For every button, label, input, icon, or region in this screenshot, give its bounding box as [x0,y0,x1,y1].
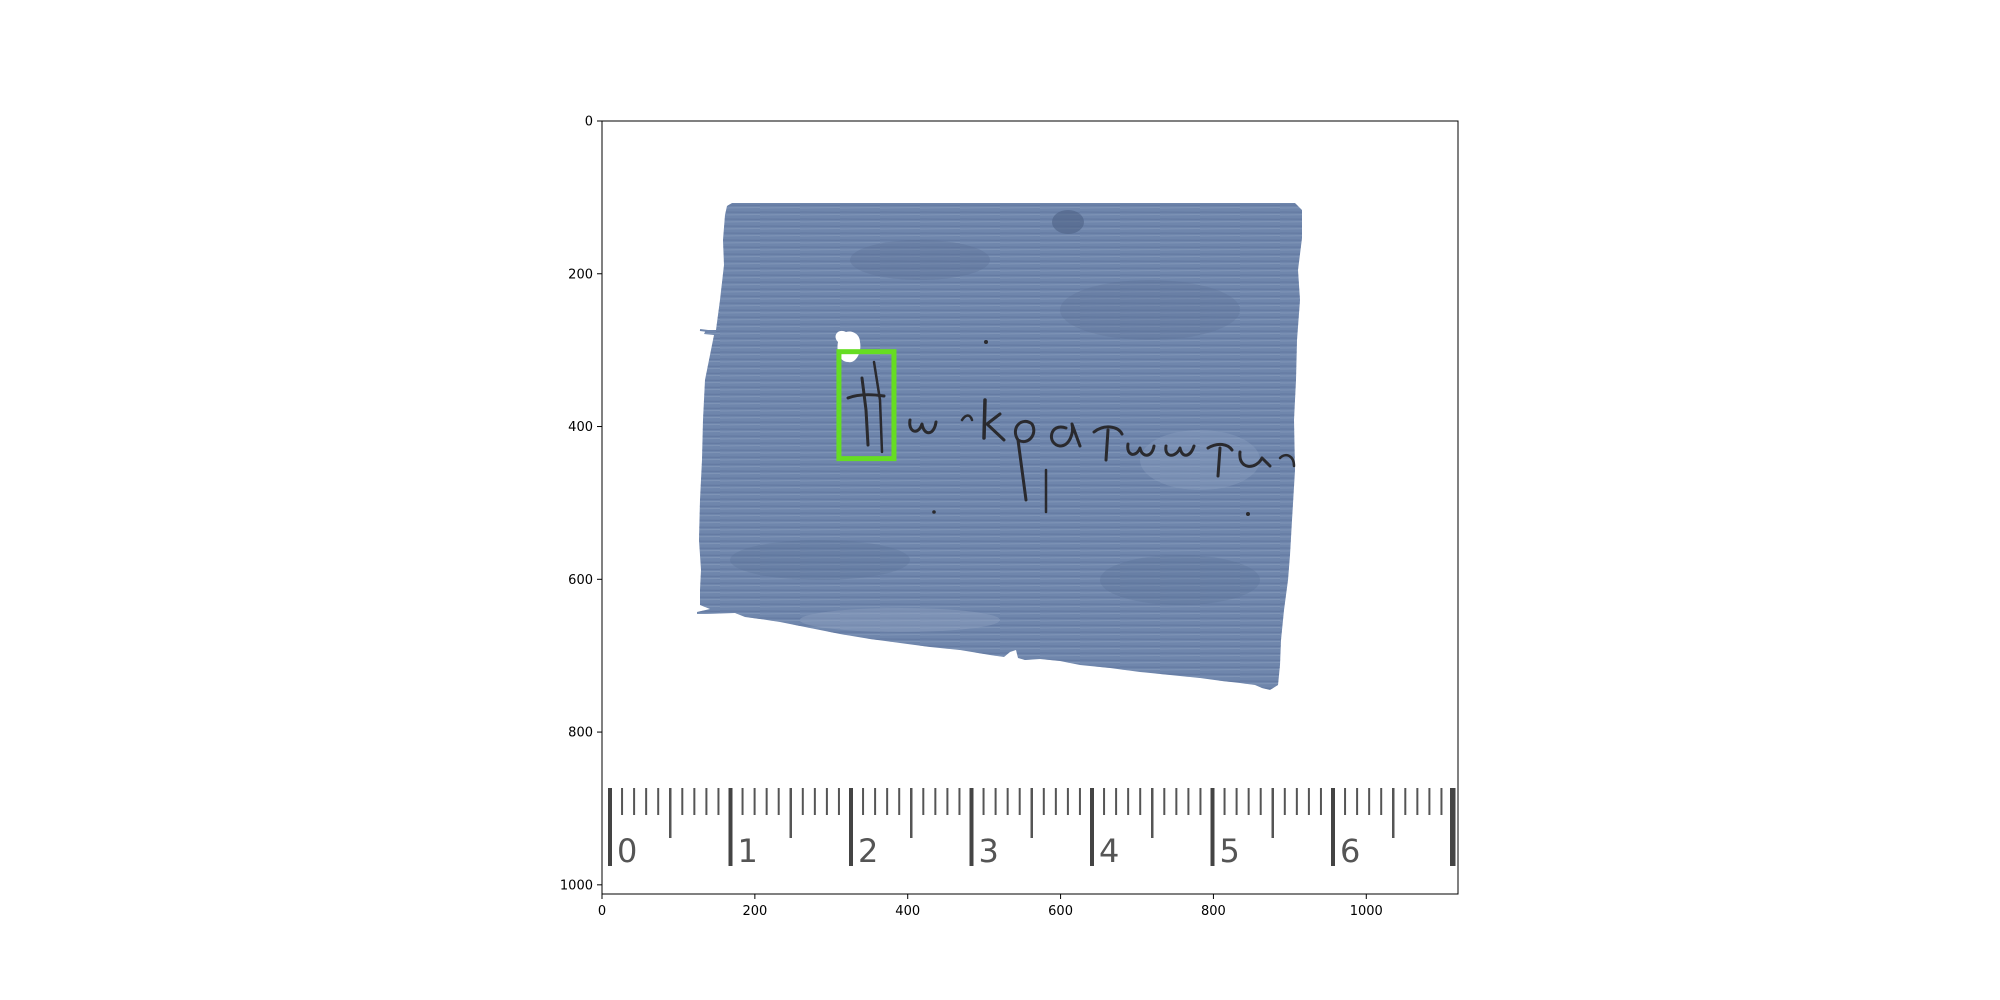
y-tick-label: 0 [585,115,593,130]
y-tick-label: 200 [568,267,593,282]
ruler-number: 5 [1220,832,1240,870]
annotation-bounding-box [836,349,897,462]
ruler-number: 0 [617,832,637,870]
ruler-number: 6 [1340,832,1360,870]
y-tick-label: 600 [568,573,593,588]
x-tick-label: 0 [598,904,606,919]
y-tick-label: 400 [568,420,593,435]
handwriting [846,340,1296,516]
x-tick-label: 1000 [1350,904,1383,919]
x-tick-label: 600 [1048,904,1073,919]
ruler-number: 1 [738,832,758,870]
papyrus-fragment [697,203,1302,690]
y-tick-label: 1000 [560,878,593,893]
x-tick-label: 800 [1201,904,1226,919]
ruler-number: 3 [979,832,999,870]
scale-ruler: 0 1 2 3 4 5 6 [608,788,1456,870]
x-tick-label: 200 [742,904,767,919]
y-tick-label: 800 [568,726,593,741]
x-tick-label: 400 [895,904,920,919]
x-axis: 0 200 400 600 800 1000 [598,894,1383,919]
ruler-number: 2 [858,832,878,870]
y-axis: 0 200 400 600 800 1000 [560,115,602,893]
axes-frame [601,120,1459,895]
papyrus-image: 0 1 2 3 4 5 6 [602,121,1458,894]
ruler-number: 4 [1099,832,1119,870]
